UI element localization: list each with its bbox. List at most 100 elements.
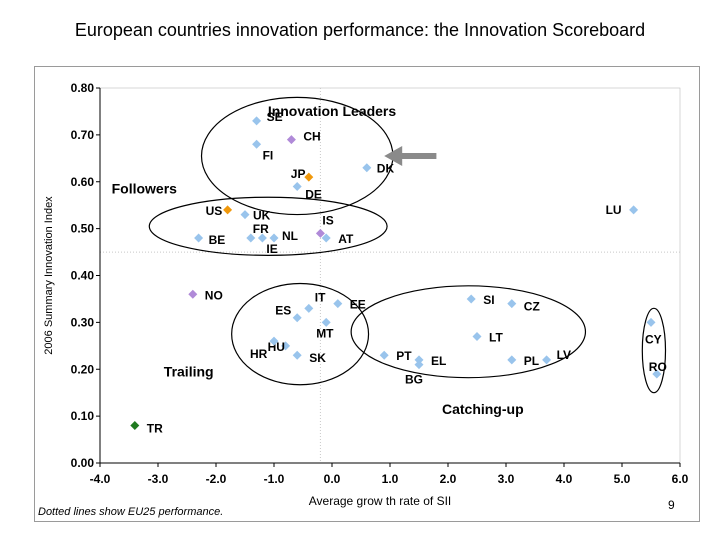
point-label-be: BE (209, 233, 226, 247)
point-marker-cy (646, 317, 656, 327)
point-label-ee: EE (350, 298, 366, 312)
point-label-no: NO (205, 288, 223, 302)
y-tick-label: 0.10 (71, 409, 95, 423)
point-marker-lt (472, 331, 482, 341)
point-marker-sk (292, 350, 302, 360)
point-label-el: EL (431, 354, 446, 368)
y-tick-label: 0.20 (71, 362, 95, 376)
x-tick-label: 6.0 (672, 472, 689, 486)
point-label-fr: FR (253, 222, 269, 236)
x-tick-label: 1.0 (382, 472, 399, 486)
point-marker-us (223, 205, 233, 215)
point-label-nl: NL (282, 229, 298, 243)
point-label-hr: HR (250, 347, 268, 361)
point-label-cz: CZ (524, 300, 540, 314)
point-label-pt: PT (396, 349, 412, 363)
chart-frame (34, 66, 700, 522)
point-label-is: IS (322, 213, 333, 227)
x-tick-label: -3.0 (148, 472, 169, 486)
leaders-arrow (384, 145, 437, 166)
point-label-lv: LV (557, 348, 571, 362)
point-label-cy: CY (645, 332, 662, 346)
x-tick-label: 5.0 (614, 472, 631, 486)
point-marker-no (188, 289, 198, 299)
point-marker-ee (333, 299, 343, 309)
point-label-mt: MT (316, 326, 334, 340)
y-tick-label: 0.70 (71, 128, 95, 142)
x-tick-label: 0.0 (324, 472, 341, 486)
point-label-si: SI (483, 293, 494, 307)
point-marker-it (304, 303, 314, 313)
point-label-de: DE (305, 187, 322, 201)
point-marker-bg (414, 360, 424, 370)
point-label-us: US (206, 204, 223, 218)
x-tick-label: 2.0 (440, 472, 457, 486)
point-label-at: AT (338, 232, 354, 246)
point-marker-jp (304, 172, 314, 182)
group-ellipse-trailing (231, 282, 370, 386)
point-label-bg: BG (405, 373, 423, 387)
group-label-followers: Followers (112, 180, 178, 196)
point-label-lu: LU (606, 203, 622, 217)
point-label-tr: TR (147, 422, 163, 436)
x-axis-title: Average grow th rate of SII (309, 494, 452, 508)
footnote: Dotted lines show EU25 performance. (38, 506, 224, 518)
point-label-ie: IE (266, 242, 277, 256)
y-tick-label: 0.80 (71, 81, 95, 95)
point-marker-hu (281, 341, 291, 351)
point-marker-de (292, 181, 302, 191)
group-ellipse-followers (148, 196, 388, 256)
x-tick-label: 4.0 (556, 472, 573, 486)
point-marker-lu (629, 205, 639, 215)
y-tick-label: 0.60 (71, 175, 95, 189)
point-marker-be (194, 233, 204, 243)
point-label-pl: PL (524, 354, 539, 368)
point-marker-dk (362, 163, 372, 173)
y-tick-label: 0.40 (71, 269, 95, 283)
point-marker-pt (379, 350, 389, 360)
point-label-sk: SK (309, 351, 326, 365)
point-marker-mt (321, 317, 331, 327)
slide-title: European countries innovation performanc… (74, 20, 646, 40)
y-tick-label: 0.00 (71, 456, 95, 470)
point-marker-fi (252, 139, 262, 149)
point-label-it: IT (315, 290, 326, 304)
point-label-fi: FI (263, 148, 274, 162)
point-marker-uk (240, 210, 250, 220)
point-marker-pl (507, 355, 517, 365)
y-tick-label: 0.50 (71, 222, 95, 236)
group-ellipse-cy-ro (641, 307, 667, 394)
point-marker-is (315, 228, 325, 238)
point-label-lt: LT (489, 330, 503, 344)
point-label-ro: RO (649, 360, 667, 374)
point-marker-cz (507, 299, 517, 309)
x-tick-label: -1.0 (264, 472, 285, 486)
point-marker-fr (246, 233, 256, 243)
group-ellipse-catching-up (350, 285, 587, 379)
group-label-trailing: Trailing (164, 363, 214, 379)
plot-area-border (99, 87, 681, 464)
point-marker-si (466, 294, 476, 304)
point-marker-se (252, 116, 262, 126)
point-label-dk: DK (377, 162, 395, 176)
page-number: 9 (668, 498, 675, 512)
x-tick-label: -4.0 (90, 472, 111, 486)
point-label-ch: CH (303, 130, 320, 144)
x-tick-label: -2.0 (206, 472, 227, 486)
point-marker-tr (130, 421, 140, 430)
x-tick-label: 3.0 (498, 472, 515, 486)
point-marker-hr (269, 336, 279, 346)
point-label-jp: JP (291, 167, 306, 181)
point-marker-ro (652, 369, 662, 379)
group-label-catching-up: Catching-up (442, 401, 524, 417)
group-label-innovation-leaders: Innovation Leaders (268, 103, 397, 119)
point-label-es: ES (275, 304, 291, 318)
point-label-se: SE (267, 110, 283, 124)
point-marker-nl (269, 233, 279, 243)
point-label-uk: UK (253, 209, 271, 223)
point-marker-el (414, 355, 424, 365)
point-marker-ie (257, 233, 267, 243)
point-marker-es (292, 313, 302, 323)
point-marker-ch (286, 135, 296, 145)
